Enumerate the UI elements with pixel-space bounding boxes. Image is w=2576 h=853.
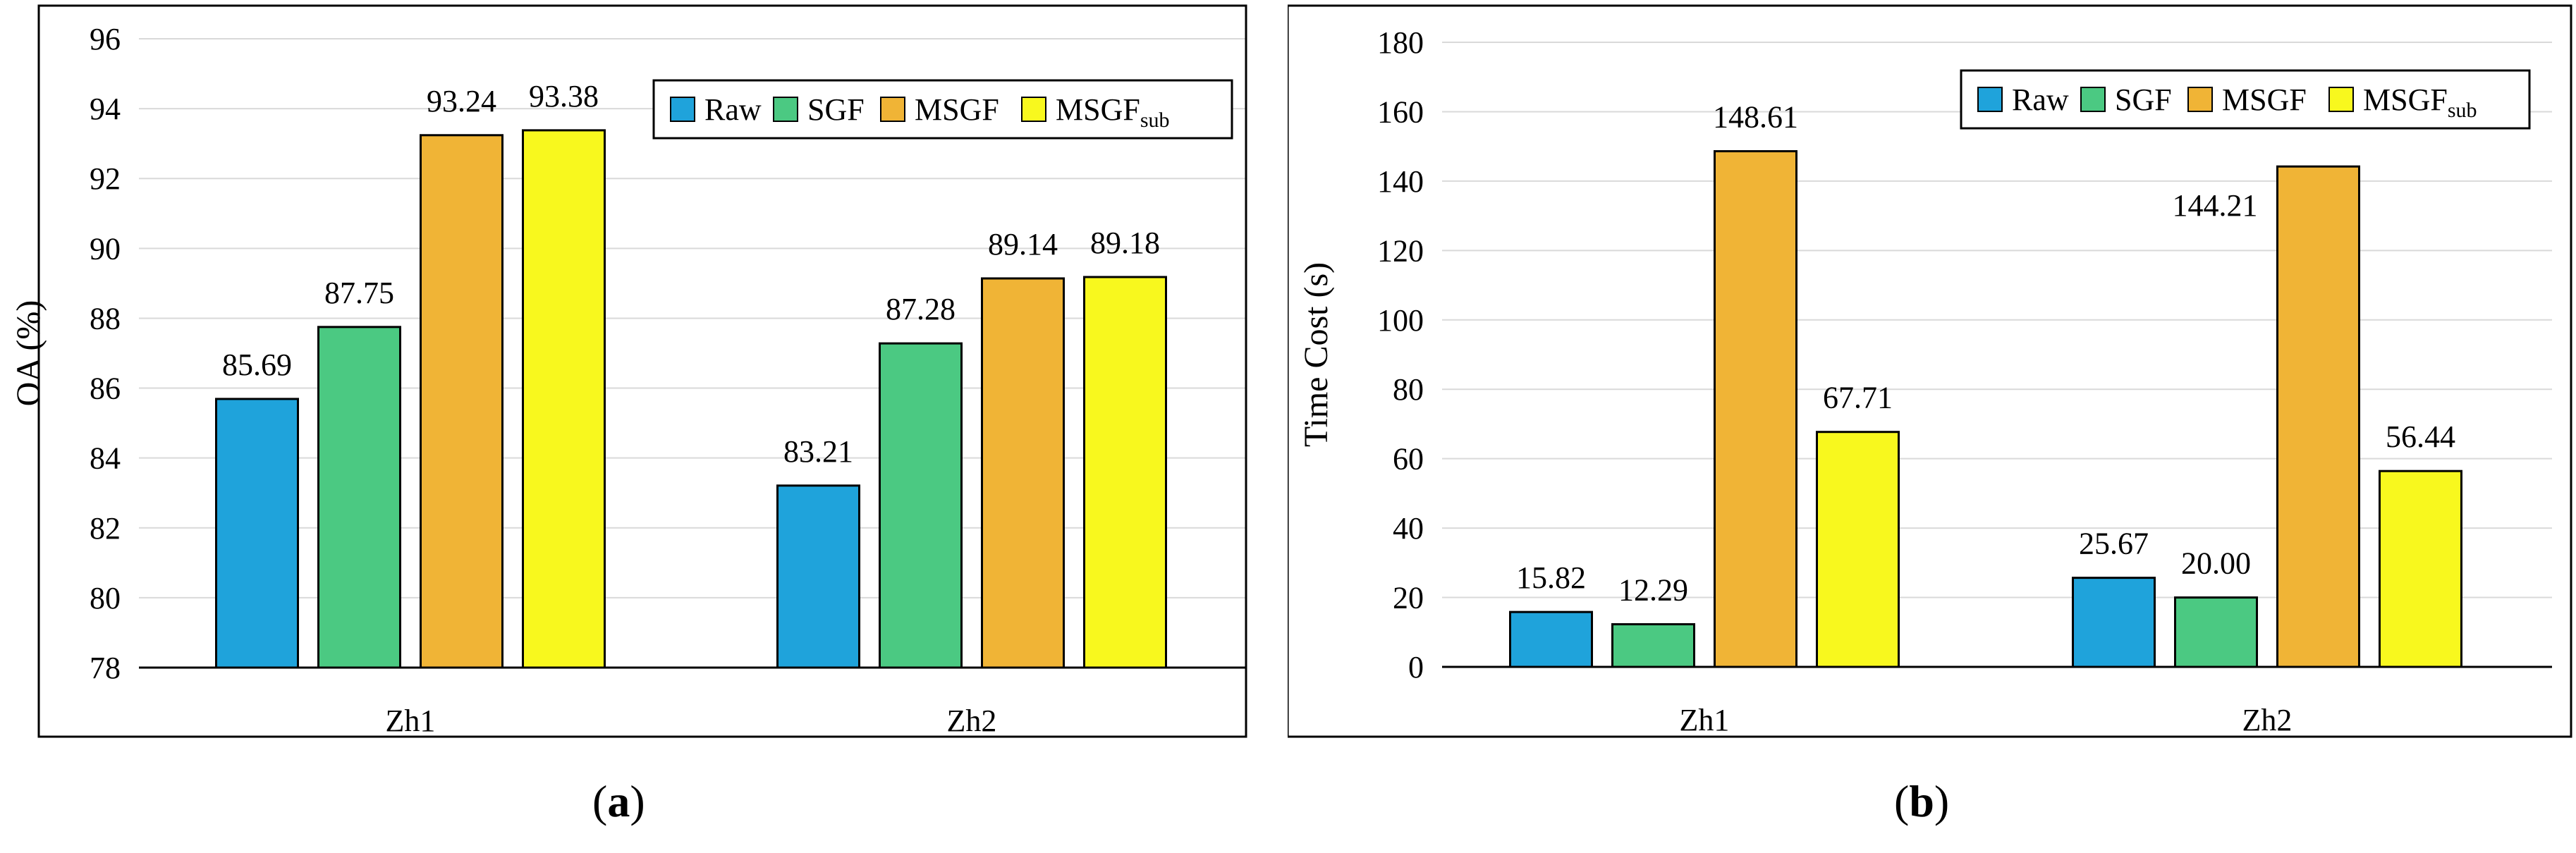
chart-panel-a: 85.69 87.75 93.24 93.38 83.21 87.28 89.14 89.18… (0, 0, 1288, 849)
data-label-msgf-zh1: 148.61 (1713, 100, 1798, 135)
legend-swatch-raw (1977, 87, 2003, 112)
legend-swatch-msgf_sub (2328, 87, 2354, 112)
chart-a-ytick-label: 82 (90, 511, 121, 546)
chart-b-ytick-label: 140 (1377, 164, 1424, 199)
chart-b-marks: 15.82 12.29 148.61 67.71 25.67 20.00 144.21 56.… (1509, 100, 2462, 668)
bar-raw-zh1 (215, 398, 299, 669)
chart-b-ytick-label: 100 (1377, 303, 1424, 338)
chart-a-ytick-label: 92 (90, 161, 121, 196)
chart-a-ytick-label: 78 (90, 651, 121, 685)
chart-b-ytick-label: 80 (1393, 372, 1424, 407)
caption-a-letter: a (607, 776, 630, 826)
chart-a-legend: Raw SGF MSGF MSGFsub (652, 79, 1233, 140)
chart-a-frame (37, 4, 1247, 738)
data-label-msgf_sub-zh2: 56.44 (2386, 419, 2455, 454)
data-label-sgf-zh1: 87.75 (324, 276, 394, 310)
bar-raw-zh1 (1509, 610, 1593, 668)
legend-label-subscript: sub (1140, 109, 1170, 132)
chart-b-ytick-label: 160 (1377, 94, 1424, 129)
bar-sgf-zh1 (1611, 623, 1695, 668)
bar-msgf_sub-zh1 (1816, 431, 1900, 668)
chart-a-ytick-label: 84 (90, 441, 121, 476)
chart-a-ytick-label: 90 (90, 231, 121, 266)
chart-b-ytick-label: 120 (1377, 233, 1424, 268)
legend-swatch-msgf (2187, 87, 2213, 112)
legend-label-sgf: SGF (807, 92, 865, 127)
caption-b: (b) (1894, 776, 1950, 826)
caption-b-letter: b (1909, 776, 1934, 826)
chart-b-ytick-label: 60 (1393, 442, 1424, 477)
legend-label-sgf: SGF (2115, 82, 2172, 117)
data-label-msgf_sub-zh2: 89.18 (1090, 226, 1160, 260)
xtick-label-zh1: Zh1 (1680, 703, 1730, 737)
chart-b-ytick-label: 0 (1408, 650, 1424, 685)
legend-label-msgf: MSGF (2222, 82, 2307, 117)
legend-box (1960, 69, 2531, 130)
bar-msgf-zh1 (1714, 150, 1797, 668)
caption-a: (a) (592, 776, 645, 826)
legend-label-subscript: sub (2448, 99, 2477, 122)
bar-raw-zh2 (2072, 577, 2156, 668)
data-label-sgf-zh1: 12.29 (1618, 573, 1688, 608)
chart-a-ytick-label: 88 (90, 301, 121, 336)
bar-raw-zh2 (776, 484, 860, 669)
bar-msgf-zh2 (981, 277, 1065, 669)
data-label-msgf_sub-zh1: 93.38 (529, 79, 599, 113)
data-label-msgf-zh2: 89.14 (988, 227, 1058, 262)
legend-label-msgf: MSGF (915, 92, 999, 127)
chart-b-ytick-label: 20 (1393, 581, 1424, 615)
legend-swatch-sgf (2080, 87, 2106, 112)
data-label-raw-zh2: 25.67 (2079, 527, 2149, 561)
legend-swatch-msgf_sub (1021, 97, 1046, 122)
chart-b-ytick-label: 40 (1393, 511, 1424, 546)
data-label-raw-zh1: 85.69 (222, 348, 292, 382)
legend-swatch-raw (670, 97, 695, 122)
chart-a-ylabel: OA (%) (10, 300, 47, 407)
bar-sgf-zh2 (879, 342, 963, 669)
chart-a-ytick-label: 94 (90, 92, 121, 126)
xtick-label-zh2: Zh2 (2242, 703, 2293, 737)
chart-a-ytick-label: 96 (90, 22, 121, 56)
chart-b-legend: Raw SGF MSGF MSGFsub (1960, 69, 2531, 130)
data-label-msgf-zh1: 93.24 (427, 84, 496, 118)
data-label-raw-zh1: 15.82 (1516, 560, 1586, 595)
chart-b-frame (1286, 4, 2572, 738)
legend-swatch-msgf (880, 97, 905, 122)
xtick-label-zh2: Zh2 (947, 704, 997, 738)
bar-sgf-zh2 (2174, 596, 2258, 668)
chart-panel-b: 15.82 12.29 148.61 67.71 25.67 20.00 144.21 56.… (1286, 0, 2576, 849)
chart-b: 15.82 12.29 148.61 67.71 25.67 20.00 144.21 56.… (1286, 4, 2572, 738)
legend-label-raw: Raw (2012, 82, 2069, 117)
chart-a-marks: 85.69 87.75 93.24 93.38 83.21 87.28 89.14 89.18 (215, 79, 1167, 669)
legend-label-raw: Raw (704, 92, 762, 127)
data-label-msgf-zh2: 144.21 (2173, 188, 2258, 223)
chart-a: 85.69 87.75 93.24 93.38 83.21 87.28 89.14 89.18… (10, 4, 1247, 738)
chart-b-ytick-label: 180 (1377, 25, 1424, 60)
chart-b-ylabel: Time Cost (s) (1298, 262, 1335, 447)
data-label-msgf_sub-zh1: 67.71 (1823, 381, 1893, 415)
chart-a-ytick-label: 86 (90, 372, 121, 406)
data-label-raw-zh2: 83.21 (783, 434, 853, 469)
xtick-label-zh1: Zh1 (386, 704, 436, 738)
bar-msgf_sub-zh2 (2379, 470, 2462, 668)
data-label-sgf-zh2: 87.28 (886, 292, 956, 326)
bar-sgf-zh1 (317, 326, 401, 669)
legend-box (652, 79, 1233, 140)
data-label-sgf-zh2: 20.00 (2181, 546, 2251, 581)
bar-msgf-zh1 (420, 134, 503, 669)
bar-msgf-zh2 (2276, 165, 2360, 668)
bar-msgf_sub-zh1 (522, 129, 606, 669)
bar-msgf_sub-zh2 (1083, 276, 1167, 669)
chart-a-ytick-label: 80 (90, 581, 121, 615)
legend-swatch-sgf (773, 97, 798, 122)
